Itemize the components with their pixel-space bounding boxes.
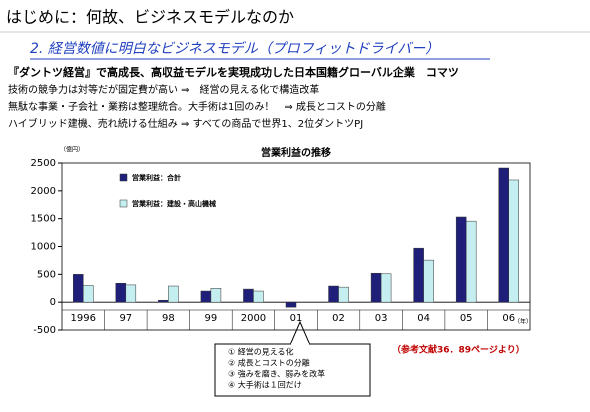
- point: ハイブリッド建機、売れ続ける仕組み ⇒ すべての商品で世界1、2位ダントツPJ: [8, 117, 363, 130]
- legend-swatch: [119, 173, 128, 182]
- callout-item: ② 成長とコストの分離: [228, 358, 310, 368]
- x-unit: （年）: [514, 318, 532, 326]
- bar: [243, 288, 254, 303]
- x-tick-label: 05: [460, 313, 473, 324]
- x-tick-label: 02: [332, 313, 345, 324]
- x-tick-label: 01: [290, 313, 303, 324]
- legend-swatch: [119, 199, 128, 208]
- bar: [200, 290, 212, 303]
- x-tick-label: 2000: [241, 313, 266, 324]
- bar: [73, 274, 84, 303]
- bar: [253, 290, 264, 303]
- slide-title: はじめに：何故、ビジネスモデルなのか: [6, 8, 294, 27]
- y-tick-label: 1500: [31, 214, 56, 225]
- bar: [328, 285, 339, 303]
- bar: [455, 216, 467, 303]
- x-tick-label: 04: [417, 313, 430, 324]
- bar: [125, 284, 137, 303]
- subtitle: 2. 経営数値に明白なビジネスモデル（プロフィットドライバー）: [30, 41, 439, 57]
- bar: [338, 286, 349, 303]
- legend-label: 営業利益：建設・高山機械: [132, 199, 216, 208]
- y-tick-label: 2500: [31, 158, 56, 169]
- point: 無駄な事業・子会社・業務は整理統合。大手術は1回のみ！ ⇒ 成長とコストの分離: [8, 100, 386, 113]
- x-tick-label: 98: [162, 313, 175, 324]
- callout-item: ① 経営の見える化: [228, 347, 293, 357]
- y-tick-label: -500: [33, 325, 56, 336]
- point: 技術の競争力は対等だが固定費が高い ⇒ 経営の見える化で構造改革: [8, 83, 319, 96]
- x-tick-label: 06: [502, 313, 515, 324]
- x-tick-label: 1996: [71, 313, 96, 324]
- callout-item: ③ 強みを磨き、弱みを改革: [228, 369, 325, 379]
- bar: [423, 259, 434, 303]
- bar: [508, 179, 519, 303]
- chart-title: 営業利益の推移: [261, 146, 331, 159]
- bar: [210, 288, 222, 303]
- bar: [83, 285, 94, 303]
- y-tick-label: 0: [50, 297, 56, 308]
- x-tick-label: 99: [205, 313, 218, 324]
- y-tick-label: 2000: [31, 186, 56, 197]
- bar: [413, 247, 424, 303]
- bar: [498, 167, 509, 303]
- x-tick-label: 03: [375, 313, 388, 324]
- bar: [115, 282, 127, 303]
- bar: [370, 272, 382, 303]
- x-tick-label: 97: [119, 313, 132, 324]
- y-tick-label: 500: [37, 269, 56, 280]
- callout-item: ④ 大手術は１回だけ: [228, 380, 302, 390]
- bar: [465, 220, 477, 303]
- bar: [168, 285, 179, 303]
- bar: [380, 273, 392, 303]
- legend-label: 営業利益：合計: [132, 173, 181, 182]
- y-unit: （億円）: [60, 146, 84, 154]
- bar: [285, 301, 297, 308]
- callout-box: [214, 343, 371, 397]
- lead: 『ダントツ経営』で高成長、高収益モデルを実現成功した日本国籍グローバル企業 コマ…: [8, 65, 459, 79]
- y-tick-label: 1000: [31, 242, 56, 253]
- bar: [158, 299, 169, 303]
- reference: （参考文献36．89ページより）: [392, 344, 525, 356]
